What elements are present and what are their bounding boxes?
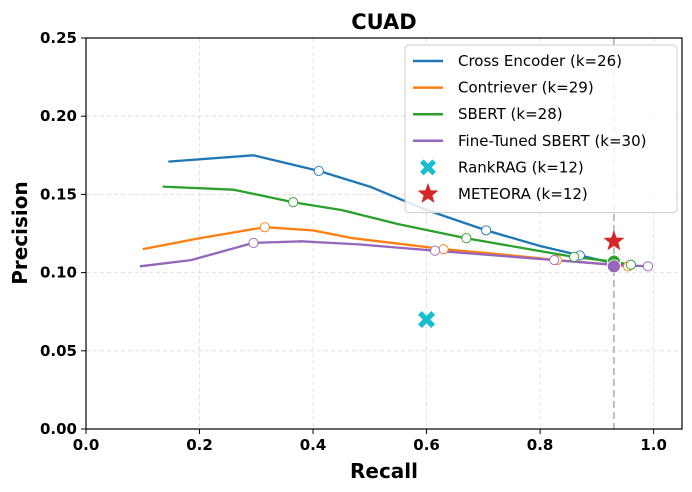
chart-title: CUAD <box>351 10 417 34</box>
series-2-marker-9 <box>625 259 636 270</box>
series-1-marker-2 <box>259 222 270 233</box>
legend-label-4: RankRAG (k=12) <box>458 158 584 176</box>
y-tick-label-5: 0.25 <box>40 29 77 47</box>
series-3-marker-9 <box>642 261 653 272</box>
series-0-marker-5 <box>481 225 492 236</box>
legend-label-5: METEORA (k=12) <box>458 185 588 203</box>
series-2-marker-5 <box>461 233 472 244</box>
y-tick-label-2: 0.10 <box>40 264 77 282</box>
legend-marker-4 <box>420 159 436 176</box>
series-2-marker-2 <box>288 197 299 208</box>
series-lines <box>139 154 648 268</box>
x-axis-title: Recall <box>350 459 418 483</box>
series-line-3 <box>139 240 648 268</box>
highlight-point-3 <box>606 259 621 274</box>
legend: Cross Encoder (k=26) Contriever (k=29) SBE… <box>404 44 678 214</box>
x-tick-label-5: 1.0 <box>640 436 667 454</box>
x-tick-label-4: 0.8 <box>527 436 554 454</box>
x-tick-label-3: 0.6 <box>413 436 440 454</box>
y-tick-label-1: 0.05 <box>40 342 77 360</box>
legend-label-2: SBERT (k=28) <box>458 105 563 123</box>
scatter-point-1 <box>603 230 625 251</box>
legend-label-0: Cross Encoder (k=26) <box>458 52 622 70</box>
y-tick-label-0: 0.00 <box>40 420 77 438</box>
y-tick-label-3: 0.15 <box>40 185 77 203</box>
axis-ticks: 0.0 0.2 0.4 0.6 0.8 1.0 0.00 0.05 0.10 0.15 0.20 0.… <box>40 29 667 454</box>
legend-label-1: Contriever (k=29) <box>458 79 594 97</box>
scatter-point-0 <box>418 311 436 329</box>
series-3-marker-2 <box>248 237 259 248</box>
series-1-marker-5 <box>438 244 449 255</box>
series-markers <box>248 165 653 274</box>
x-tick-label-1: 0.2 <box>186 436 213 454</box>
legend-box <box>404 44 678 214</box>
y-tick-label-4: 0.20 <box>40 107 77 125</box>
series-2-marker-7 <box>569 251 580 263</box>
series-line-2 <box>162 185 632 266</box>
series-3-marker-5 <box>430 245 441 256</box>
legend-label-3: Fine-Tuned SBERT (k=30) <box>458 132 647 150</box>
y-axis-title: Precision <box>8 181 32 285</box>
plot-frame <box>85 37 683 430</box>
scatter-points <box>418 230 625 329</box>
legend-marker-5 <box>417 183 439 203</box>
x-tick-label-2: 0.4 <box>300 436 327 454</box>
series-0-marker-2 <box>313 165 324 176</box>
series-3-marker-7 <box>549 255 560 266</box>
x-tick-label-0: 0.0 <box>73 436 100 454</box>
